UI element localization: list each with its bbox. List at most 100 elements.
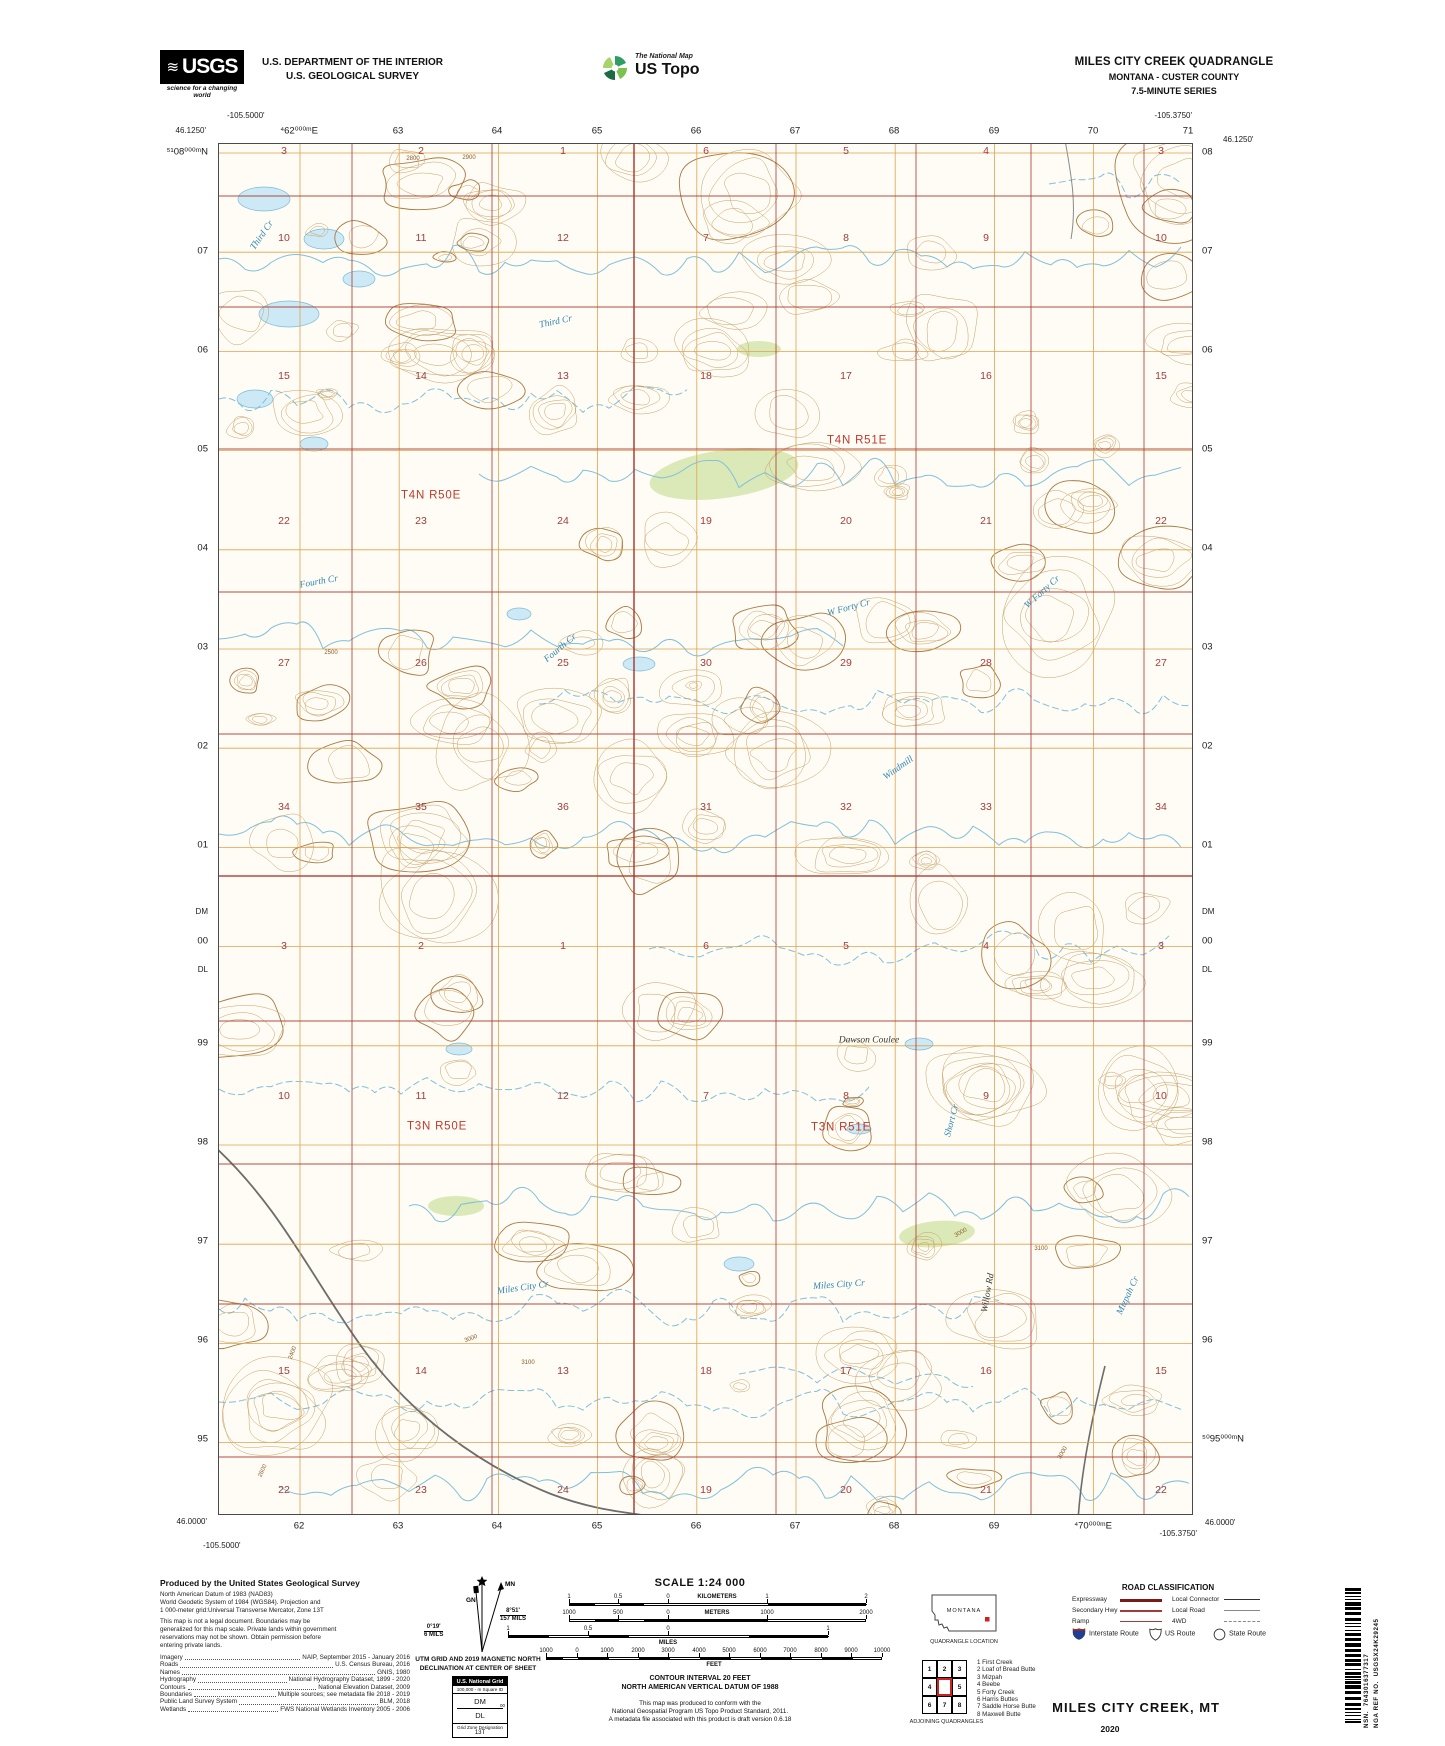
barcode-bar: [1345, 1642, 1361, 1647]
scale-tick-label: 8000: [814, 1648, 828, 1654]
grid-tick-bottom: 68: [888, 1520, 900, 1532]
section-number: 7: [703, 1089, 709, 1102]
road-class-sample: [1120, 1610, 1162, 1612]
grid-tick-bottom: 67: [789, 1520, 801, 1532]
quadrangle-title: MILES CITY CREEK QUADRANGLE MONTANA - CU…: [1063, 56, 1285, 96]
corner-coordinate: 46.1250': [1223, 135, 1254, 144]
credit-row: Boundaries Multiple sources; see metadata…: [160, 1691, 410, 1699]
barcode-bar: [1345, 1675, 1361, 1678]
section-number: 13: [557, 369, 569, 382]
grid-tick-right: 05: [1202, 443, 1213, 455]
section-number: 22: [1155, 514, 1167, 527]
scale-tick-label: 1: [765, 1594, 769, 1600]
adjoining-quadrangles-caption: ADJOINING QUADRANGLES: [909, 1719, 984, 1725]
credit-row: Imagery NAIP, September 2015 - January 20…: [160, 1654, 410, 1661]
usng-corner-value: 00: [499, 1703, 505, 1708]
place-label: W Forty Cr: [1022, 574, 1063, 611]
grid-tick-left: 05: [197, 443, 208, 455]
interstate-route-label: Interstate Route: [1089, 1630, 1139, 1638]
section-number: 7: [703, 231, 709, 244]
scale-bar: [569, 1619, 866, 1622]
section-number: 10: [278, 1089, 290, 1102]
corner-coordinate: -105.3750': [1159, 1529, 1197, 1538]
section-number: 5: [843, 144, 849, 157]
corner-coordinate: -105.5000': [227, 111, 265, 120]
barcode-bar: [1345, 1611, 1361, 1616]
road-class-label: Local Connector: [1172, 1595, 1220, 1603]
section-number: 20: [840, 514, 852, 527]
grid-tick-left: 04: [197, 542, 208, 554]
usng-title: U.S. National Grid: [453, 1677, 507, 1686]
adjoining-cell: 2: [937, 1660, 952, 1678]
section-number: 9: [983, 231, 989, 244]
national-map-label: The National Map: [635, 53, 693, 60]
place-label: Willow Rd: [979, 1272, 997, 1314]
barcode-bar: [1345, 1668, 1361, 1670]
barcode-bar: [1345, 1711, 1361, 1713]
section-number: 24: [557, 514, 569, 527]
section-number: 21: [980, 1483, 992, 1496]
grid-tick-top: 67: [789, 125, 801, 137]
contour-label: 2500: [324, 650, 338, 656]
scale-tick-label: 0: [575, 1648, 579, 1654]
place-label: Mizpah Cr: [1115, 1275, 1142, 1317]
production-credits: Produced by the United States Geological…: [160, 1578, 410, 1713]
barcode-bar: [1345, 1720, 1361, 1724]
scale-tick-label: 2000: [631, 1648, 645, 1654]
sheet-year: 2020: [1100, 1724, 1120, 1734]
scale-tick-label: 0.5: [583, 1626, 593, 1632]
grid-tick-right: 03: [1202, 641, 1213, 653]
scale-bar: [508, 1635, 829, 1638]
scale-tick-label: 2000: [859, 1610, 873, 1616]
section-number: 25: [557, 656, 569, 669]
section-number: 15: [278, 369, 290, 382]
interstate-shield-icon: [1072, 1627, 1086, 1640]
quadrangle-series: 7.5-MINUTE SERIES: [1131, 86, 1217, 96]
map-label-layer: 3 2 1 6 5 4 3 10 11 12 7 8 9 10 15 14 13 18 17 16 15 22 23 24 19…: [219, 144, 1192, 1514]
section-number: 3: [281, 939, 287, 952]
place-label: Short Cr: [943, 1103, 962, 1139]
place-label: Miles City Cr: [812, 1278, 866, 1293]
mn-degrees: 8°51': [500, 1608, 527, 1616]
us-route-label: US Route: [1165, 1630, 1196, 1638]
contour-label: 2600: [257, 1463, 269, 1479]
usng-square-id: DM: [474, 1697, 486, 1706]
barcode-bar: [1345, 1591, 1361, 1595]
grid-tick-left: ⁵¹08⁰⁰⁰ᵐN: [166, 146, 208, 158]
datum-line: World Geodetic System of 1984 (WGS84). P…: [160, 1599, 321, 1606]
section-number: 1: [560, 939, 566, 952]
section-number: 9: [983, 1089, 989, 1102]
credit-row: Public Land Survey System BLM, 2018: [160, 1698, 410, 1706]
barcode-bar: [1345, 1622, 1361, 1624]
grid-tick-top: 64: [491, 125, 503, 137]
contour-label: 3100: [521, 1360, 535, 1366]
disclaimer-line: entering private lands.: [160, 1642, 222, 1649]
contour-label: 3000: [463, 1333, 479, 1345]
corner-coordinate: 46.1250': [175, 126, 206, 135]
scale-tick-label: 1: [506, 1626, 510, 1632]
scale-tick-label: 1000: [600, 1648, 614, 1654]
adjoining-quad-name: 7 Saddle Horse Butte: [977, 1703, 1036, 1711]
road-class-sample: [1120, 1621, 1162, 1622]
corner-coordinate: -105.5000': [203, 1541, 241, 1550]
gn-degrees: 0°19': [424, 1624, 444, 1632]
section-number: 16: [980, 1364, 992, 1377]
road-class-sample: [1224, 1621, 1260, 1622]
grid-tick-top: 69: [988, 125, 1000, 137]
section-number: 29: [840, 656, 852, 669]
barcode-bar: [1345, 1702, 1361, 1707]
road-class-sample: [1224, 1599, 1260, 1600]
declination-diagram: MN GN: [466, 1576, 515, 1653]
road-class-label: Local Road: [1172, 1606, 1205, 1614]
scale-tick-label: 10000: [873, 1648, 891, 1654]
contour-label: 3000: [1057, 1445, 1069, 1461]
grid-tick-right: 08: [1202, 146, 1213, 158]
road-class-sample: [1120, 1599, 1162, 1602]
ustopo-pinwheel-icon: [602, 55, 628, 81]
scale-tick-label: 500: [612, 1610, 624, 1616]
adjoining-cell: 3: [952, 1660, 967, 1678]
road-class-sample: [1224, 1610, 1260, 1611]
usng-square-id2: DL: [475, 1711, 485, 1720]
barcode-bar: [1345, 1617, 1361, 1621]
